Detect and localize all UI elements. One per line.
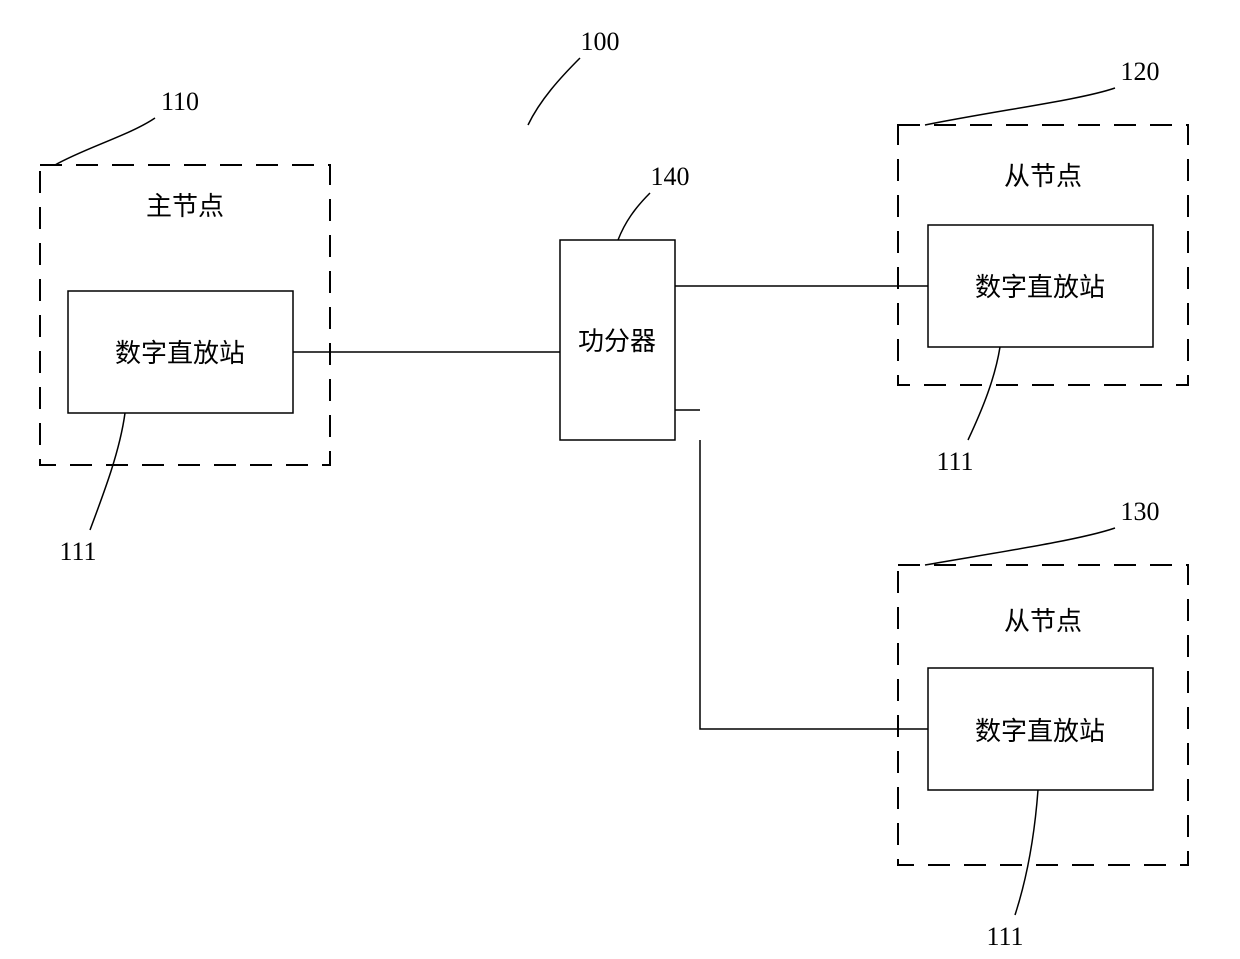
system-diagram: 主节点 数字直放站 110 111 功分器 140 100 从节点 数字直放站 … [0, 0, 1240, 959]
splitter-label: 功分器 [578, 327, 656, 356]
edge-splitter-to-slave2 [645, 410, 928, 729]
ref-111-main: 111 [59, 537, 96, 566]
leader-140 [618, 193, 650, 240]
slave2-title: 从节点 [1004, 607, 1082, 636]
leader-100 [528, 58, 580, 125]
leader-111-slave2 [1015, 790, 1038, 915]
leader-110 [55, 118, 155, 165]
ref-111-slave1: 111 [936, 447, 973, 476]
main-node-inner-label: 数字直放站 [115, 339, 245, 368]
ref-110: 110 [161, 87, 199, 116]
leader-130 [925, 528, 1115, 565]
leader-111-main [90, 413, 125, 530]
leader-111-slave1 [968, 347, 1000, 440]
slave1-title: 从节点 [1004, 162, 1082, 191]
slave1-inner-label: 数字直放站 [975, 273, 1105, 302]
ref-120: 120 [1121, 57, 1160, 86]
edge-splitter-to-slave2-path [700, 440, 928, 729]
leader-120 [925, 88, 1115, 125]
slave2-inner-label: 数字直放站 [975, 717, 1105, 746]
ref-100: 100 [581, 27, 620, 56]
ref-130: 130 [1121, 497, 1160, 526]
ref-111-slave2: 111 [986, 922, 1023, 951]
ref-140: 140 [651, 162, 690, 191]
main-node-title: 主节点 [146, 192, 224, 221]
